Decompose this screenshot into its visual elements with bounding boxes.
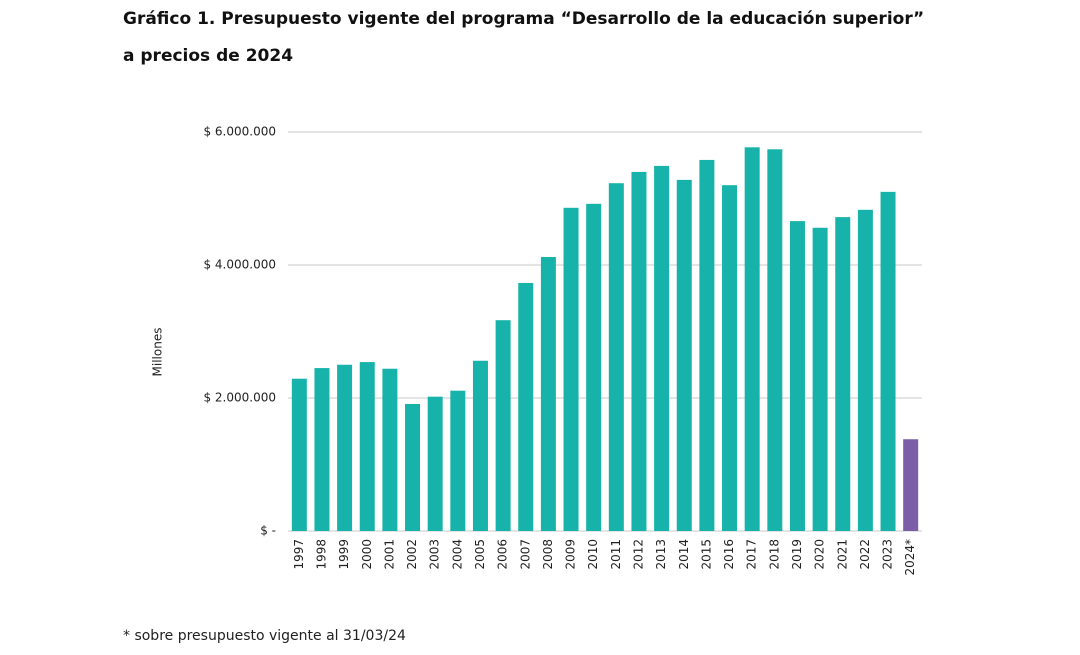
x-tick-label: 2019 (790, 539, 804, 570)
footnote: * sobre presupuesto vigente al 31/03/24 (123, 628, 406, 644)
bar (880, 191, 896, 531)
x-tick-label: 1998 (314, 539, 328, 570)
bar (722, 185, 738, 531)
x-tick-label: 2024* (903, 539, 917, 576)
x-tick-label: 2017 (745, 539, 759, 570)
x-tick-label: 2009 (564, 539, 578, 570)
bar (608, 183, 624, 531)
x-tick-label: 2012 (631, 539, 645, 570)
bar (744, 147, 760, 532)
x-tick-label: 2014 (677, 539, 691, 570)
bar (291, 378, 307, 531)
x-tick-label: 1999 (337, 539, 351, 570)
bar (676, 179, 692, 531)
bar (359, 362, 375, 531)
x-tick-label: 2000 (360, 539, 374, 570)
bar (903, 439, 919, 531)
x-tick-label: 2016 (722, 539, 736, 570)
y-axis-label: Millones (151, 328, 165, 377)
y-tick-label: $ 2.000.000 (203, 391, 276, 405)
bar (767, 149, 783, 532)
bar (314, 368, 330, 531)
bar (699, 159, 715, 531)
chart-title: Gráfico 1. Presupuesto vigente del progr… (123, 9, 924, 29)
x-tick-label: 2006 (496, 539, 510, 570)
x-tick-label: 2018 (767, 539, 781, 570)
x-tick-label: 2010 (586, 539, 600, 570)
x-tick-label: 2008 (541, 539, 555, 570)
bar (337, 364, 353, 531)
bar (382, 368, 398, 531)
bar (472, 360, 488, 531)
x-tick-label: 2007 (518, 539, 532, 570)
bar (789, 221, 805, 532)
x-tick-label: 2022 (858, 539, 872, 570)
bar (495, 320, 511, 531)
x-tick-label: 2001 (382, 539, 396, 570)
bar (405, 403, 421, 531)
x-tick-label: 2013 (654, 539, 668, 570)
y-tick-label: $ 6.000.000 (203, 125, 276, 139)
bar (427, 396, 443, 531)
bar (518, 282, 534, 531)
y-tick-label: $ - (260, 524, 276, 538)
x-tick-label: 2021 (835, 539, 849, 570)
x-tick-label: 1997 (292, 539, 306, 570)
bar (835, 217, 851, 531)
x-tick-label: 2005 (473, 539, 487, 570)
bar (812, 227, 828, 531)
chart-subtitle: a precios de 2024 (123, 46, 293, 66)
x-tick-label: 2015 (699, 539, 713, 570)
x-tick-label: 2020 (813, 539, 827, 570)
bar (857, 209, 873, 531)
bar (563, 207, 579, 531)
bar (654, 165, 670, 532)
bar (631, 171, 647, 531)
x-tick-label: 2004 (450, 539, 464, 570)
bar (450, 390, 466, 531)
x-tick-label: 2002 (405, 539, 419, 570)
x-tick-label: 2023 (881, 539, 895, 570)
y-tick-label: $ 4.000.000 (203, 258, 276, 272)
x-tick-label: 2011 (609, 539, 623, 570)
bar (586, 203, 602, 531)
bar (540, 257, 556, 531)
x-tick-label: 2003 (428, 539, 442, 570)
